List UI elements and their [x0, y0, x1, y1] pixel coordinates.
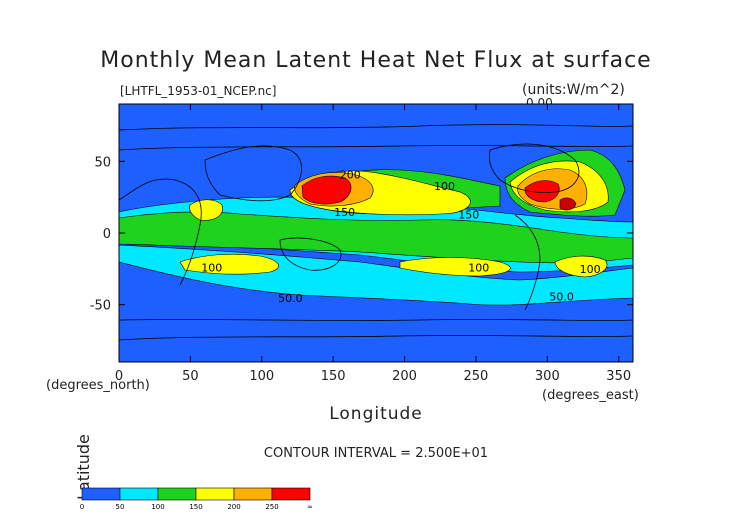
x-tick-label: 200: [392, 369, 417, 384]
band-150-200-southpac: [399, 257, 511, 277]
y-tick-label: 0: [103, 227, 111, 242]
band-max-core-atlantic: [559, 197, 577, 211]
colorbar-tick-label: 200: [227, 503, 240, 511]
colorbar: 0 50 100 150 200 250 ∞: [80, 487, 313, 511]
colorbar-bin: [119, 487, 159, 501]
contour-label: 100: [201, 262, 222, 275]
band-100-150: [119, 211, 633, 264]
contour-interval-label: CONTOUR INTERVAL = 2.500E+01: [263, 446, 489, 461]
colorbar-tick-label: 50: [116, 503, 125, 511]
band-250-up-pacific: [301, 175, 352, 205]
contour-label: 50.0: [549, 290, 574, 303]
colorbar-tick-label: 100: [151, 503, 164, 511]
x-tick-label: 50: [182, 369, 199, 384]
colorbar-bin: [195, 487, 235, 501]
x-axis-label: Longitude: [329, 404, 423, 424]
coastlines: [119, 124, 633, 341]
colorbar-bin: [271, 487, 311, 501]
x-unit-label: (degrees_east): [542, 388, 639, 403]
x-tick-label: 100: [249, 369, 274, 384]
file-label: [LHTFL_1953-01_NCEP.nc]: [120, 84, 277, 98]
x-tick-label: 350: [606, 369, 631, 384]
colorbar-bin: [157, 487, 197, 501]
x-tick-label: 300: [535, 369, 560, 384]
colorbar-tick-label: 150: [189, 503, 202, 511]
colorbar-bin: [233, 487, 273, 501]
axes: 0 50 100 150 200 250 300 350 -50 0 50: [90, 104, 633, 384]
x-tick-label: 0: [115, 369, 123, 384]
contour-label: 200: [340, 169, 361, 182]
y-tick-label: 50: [94, 155, 111, 170]
contour-label: 150: [458, 209, 479, 222]
units-label: (units:W/m^2): [522, 82, 625, 98]
colorbar-tick-label: ∞: [307, 503, 313, 511]
contour-label: 150: [334, 206, 355, 219]
contour-label: 50.0: [278, 292, 303, 305]
contour-label: 100: [434, 180, 455, 193]
x-tick-label: 250: [464, 369, 489, 384]
contour-label: 100: [580, 263, 601, 276]
y-unit-label: (degrees_north): [46, 378, 150, 393]
x-tick-label: 150: [321, 369, 346, 384]
band-150-200-southatl: [554, 255, 608, 278]
band-150-200-nindian: [189, 199, 223, 221]
chart-title: Monthly Mean Latent Heat Net Flux at sur…: [100, 48, 652, 73]
colorbar-bin: [81, 487, 121, 501]
band-250-up-atlantic: [524, 180, 560, 203]
y-tick-label: -50: [90, 299, 111, 314]
contour-labels: 200 100 150 150 100 100 100 50.0 50.0: [201, 169, 600, 305]
contour-label: 100: [468, 262, 489, 275]
band-150-200-indian: [179, 253, 280, 275]
colorbar-tick-label: 0: [80, 503, 84, 511]
plot-area: [119, 104, 633, 362]
colorbar-tick-label: 250: [265, 503, 278, 511]
